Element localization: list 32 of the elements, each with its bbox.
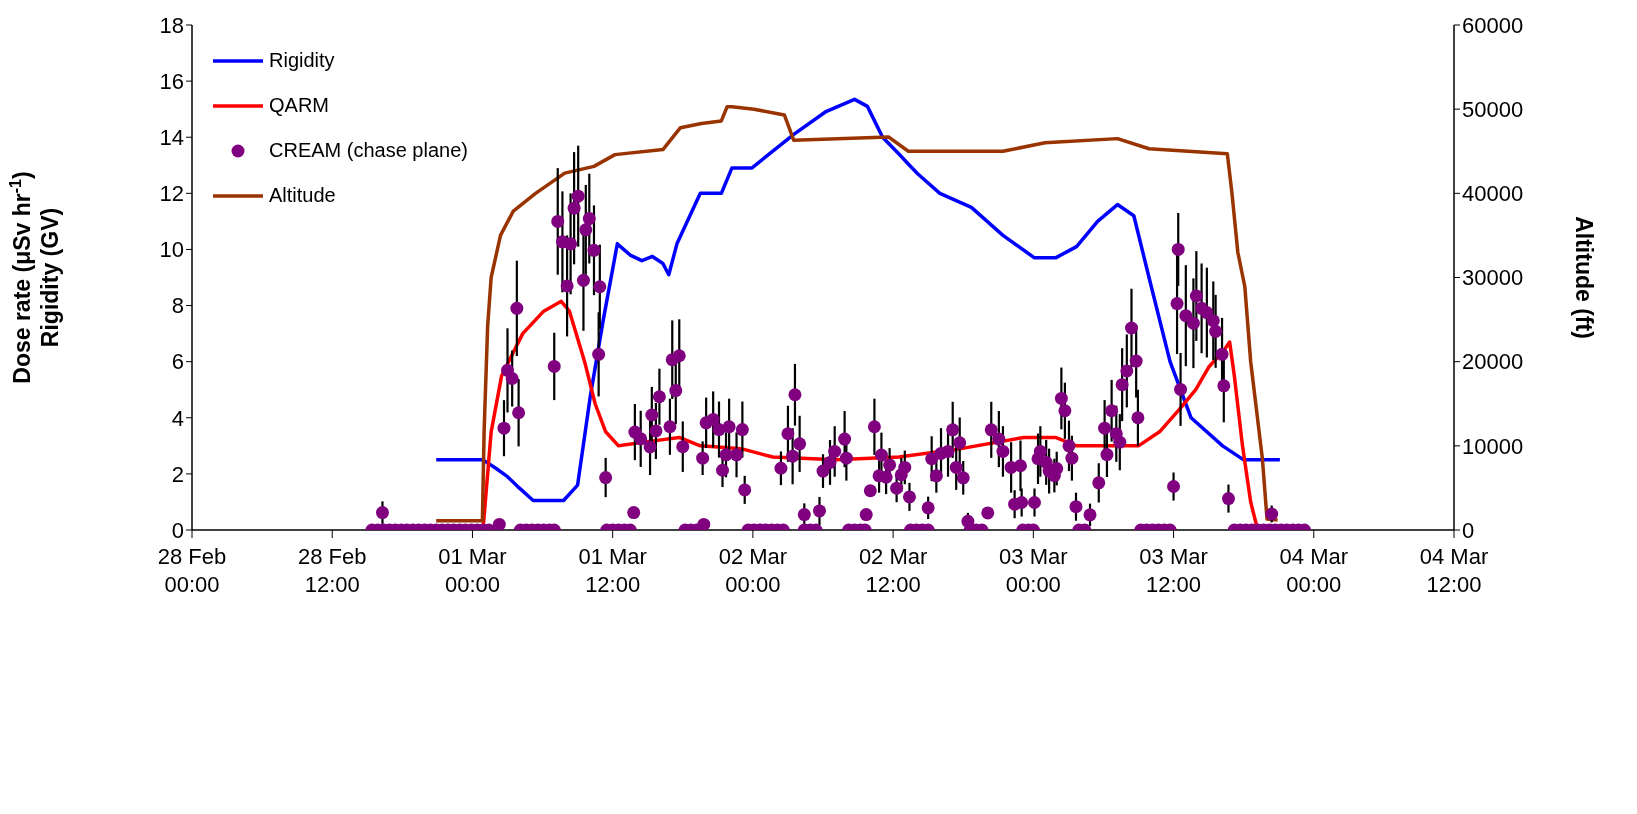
x-tick-label: 04 Mar 12:00: [1419, 544, 1489, 597]
y-tick-label: 2: [171, 461, 184, 487]
y-tick-label: 8: [171, 293, 184, 319]
y-tick-label: 10: [159, 237, 184, 263]
x-tick-label: 01 Mar 12:00: [578, 544, 647, 597]
y2-tick-label: 40000: [1462, 181, 1524, 207]
y-tick-label: 14: [159, 125, 184, 151]
y2-tick-label: 0: [1462, 517, 1475, 543]
y2-tick-label: 60000: [1462, 12, 1524, 38]
x-tick-label: 03 Mar 00:00: [999, 544, 1068, 597]
x-tick-label: 02 Mar 12:00: [858, 544, 928, 597]
y2-tick-label: 50000: [1462, 96, 1524, 122]
x-tick-label: 03 Mar 12:00: [1139, 544, 1208, 597]
y2-tick-label: 20000: [1462, 349, 1524, 375]
y-tick-label: 6: [171, 349, 184, 375]
legend-label: Altitude: [269, 184, 336, 207]
y-tick-label: 0: [171, 517, 184, 543]
x-tick-label: 02 Mar 00:00: [718, 544, 788, 597]
x-tick-label: 28 Feb 12:00: [297, 544, 367, 597]
legend-label: Rigidity: [269, 49, 335, 72]
y-tick-label: 18: [159, 12, 184, 38]
x-tick-label: 28 Feb 00:00: [157, 544, 227, 597]
legend-label: QARM: [269, 94, 329, 117]
legend-label: CREAM (chase plane): [269, 139, 468, 162]
y2-axis-title: Altitude (ft): [1571, 216, 1597, 339]
y-tick-label: 4: [171, 405, 184, 431]
y2-tick-label: 10000: [1462, 433, 1524, 459]
y-tick-label: 16: [159, 68, 184, 94]
x-tick-label: 01 Mar 00:00: [438, 544, 507, 597]
y-tick-label: 12: [159, 181, 184, 207]
x-tick-label: 04 Mar 00:00: [1279, 544, 1349, 597]
y2-tick-label: 30000: [1462, 265, 1524, 291]
